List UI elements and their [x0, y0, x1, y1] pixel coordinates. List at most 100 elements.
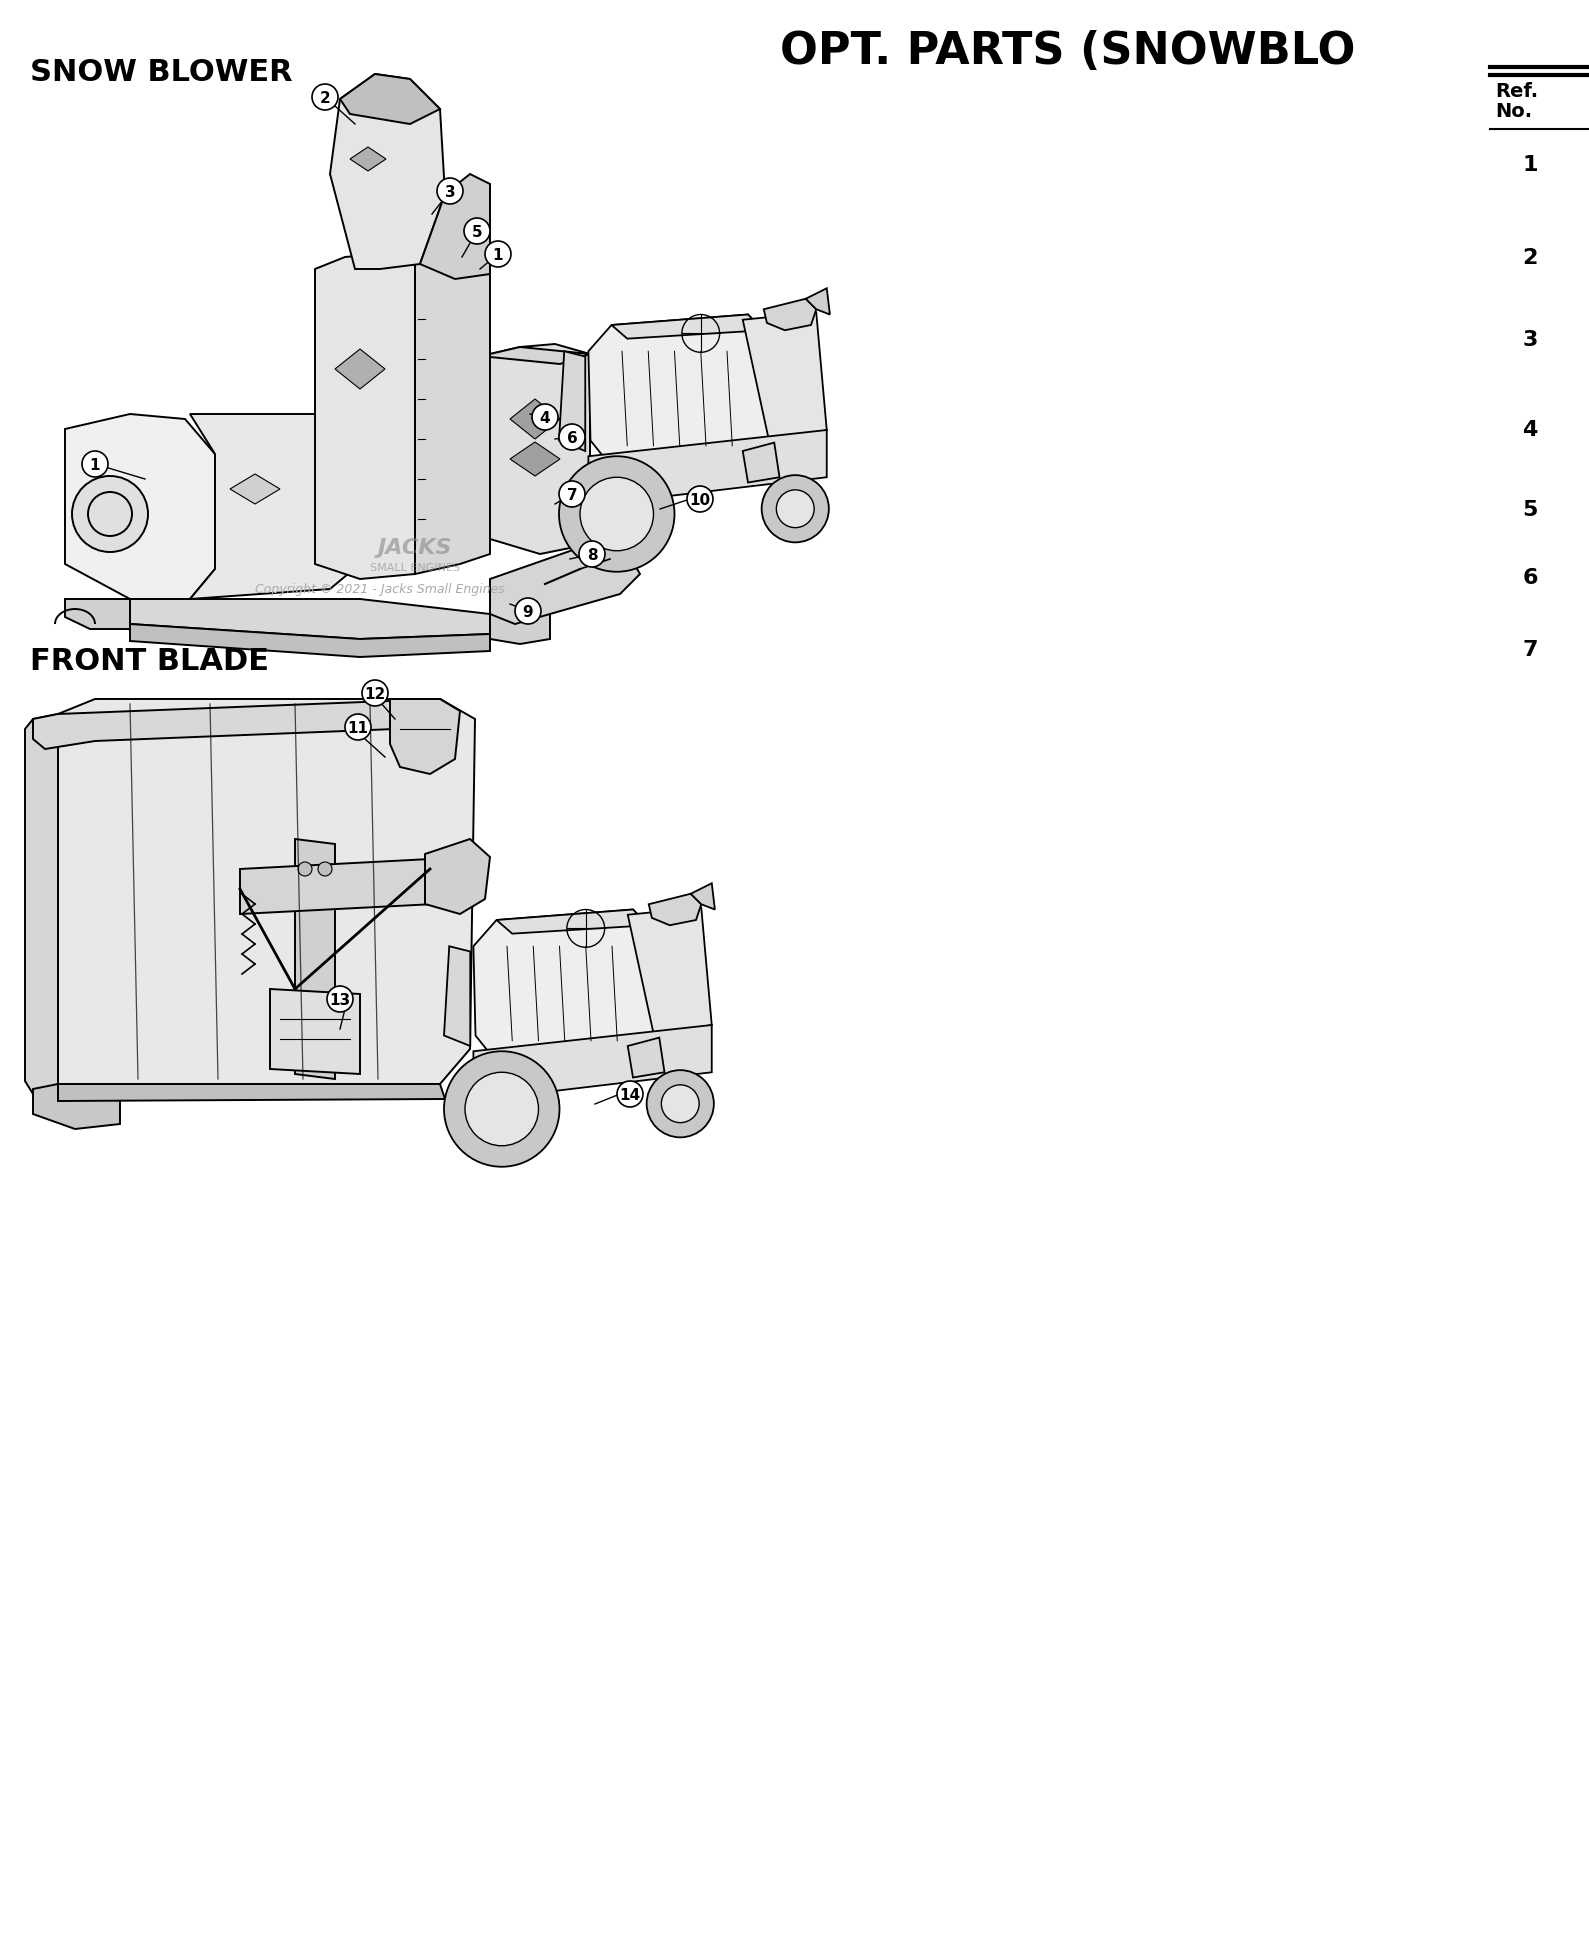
Text: 5: 5 [472, 225, 483, 241]
Circle shape [532, 405, 558, 431]
Circle shape [580, 478, 653, 552]
Text: SNOW BLOWER: SNOW BLOWER [30, 59, 292, 86]
Text: 7: 7 [1522, 640, 1538, 660]
Text: 6: 6 [567, 431, 577, 446]
Polygon shape [474, 1025, 712, 1102]
Circle shape [617, 1082, 644, 1108]
Text: FRONT BLADE: FRONT BLADE [30, 646, 269, 675]
Circle shape [777, 491, 814, 528]
Polygon shape [240, 859, 435, 914]
Circle shape [559, 458, 674, 573]
Polygon shape [350, 149, 386, 172]
Polygon shape [270, 990, 361, 1074]
Polygon shape [510, 399, 559, 440]
Circle shape [761, 476, 829, 544]
Polygon shape [191, 415, 361, 599]
Polygon shape [628, 1037, 664, 1078]
Polygon shape [559, 352, 585, 452]
Circle shape [647, 1070, 713, 1137]
Circle shape [485, 243, 512, 268]
Circle shape [437, 178, 462, 205]
Circle shape [443, 1051, 559, 1166]
Circle shape [83, 452, 108, 478]
Polygon shape [296, 840, 335, 1080]
Polygon shape [33, 1084, 121, 1129]
Polygon shape [415, 258, 489, 575]
Polygon shape [59, 1084, 445, 1102]
Text: 3: 3 [445, 184, 456, 200]
Polygon shape [65, 599, 130, 630]
Polygon shape [489, 614, 550, 644]
Circle shape [311, 84, 338, 112]
Text: 2: 2 [1522, 249, 1538, 268]
Polygon shape [315, 254, 415, 579]
Circle shape [327, 986, 353, 1012]
Polygon shape [489, 544, 640, 624]
Polygon shape [496, 910, 648, 933]
Circle shape [578, 542, 605, 568]
Circle shape [686, 487, 713, 513]
Polygon shape [340, 74, 440, 125]
Polygon shape [474, 910, 659, 1063]
Polygon shape [424, 840, 489, 914]
Circle shape [464, 219, 489, 245]
Polygon shape [764, 299, 817, 331]
Polygon shape [443, 947, 470, 1047]
Circle shape [299, 863, 311, 877]
Circle shape [559, 481, 585, 507]
Polygon shape [419, 174, 489, 280]
Circle shape [72, 478, 148, 552]
Polygon shape [588, 431, 826, 507]
Text: 1: 1 [493, 249, 504, 262]
Text: Copyright © 2021 - Jacks Small Engines: Copyright © 2021 - Jacks Small Engines [256, 583, 505, 597]
Text: 13: 13 [329, 992, 351, 1008]
Polygon shape [588, 315, 774, 468]
Polygon shape [331, 74, 445, 270]
Text: JACKS: JACKS [378, 538, 453, 558]
Polygon shape [25, 714, 59, 1094]
Polygon shape [130, 624, 489, 658]
Text: 2: 2 [319, 90, 331, 106]
Text: 12: 12 [364, 687, 386, 703]
Polygon shape [489, 344, 590, 554]
Text: 11: 11 [348, 720, 369, 736]
Text: OPT. PARTS (SNOWBLO: OPT. PARTS (SNOWBLO [780, 29, 1355, 72]
Circle shape [318, 863, 332, 877]
Text: 9: 9 [523, 605, 534, 620]
Text: 6: 6 [1522, 568, 1538, 587]
Text: 4: 4 [540, 411, 550, 427]
Text: 3: 3 [1522, 331, 1538, 350]
Text: 10: 10 [690, 493, 710, 507]
Text: 1: 1 [1522, 155, 1538, 174]
Text: 14: 14 [620, 1088, 640, 1102]
Polygon shape [389, 701, 459, 775]
Text: 1: 1 [89, 458, 100, 474]
Circle shape [345, 714, 370, 740]
Polygon shape [489, 348, 590, 364]
Circle shape [466, 1072, 539, 1147]
Text: 8: 8 [586, 548, 597, 564]
Polygon shape [742, 313, 826, 440]
Polygon shape [510, 442, 559, 478]
Polygon shape [33, 701, 459, 750]
Polygon shape [628, 908, 712, 1035]
Text: SMALL ENGINES: SMALL ENGINES [370, 564, 461, 573]
Polygon shape [65, 415, 215, 599]
Polygon shape [612, 315, 764, 339]
Circle shape [661, 1086, 699, 1123]
Polygon shape [230, 476, 280, 505]
Polygon shape [335, 350, 385, 389]
Circle shape [362, 681, 388, 706]
Circle shape [559, 425, 585, 450]
Text: 7: 7 [567, 487, 577, 503]
Text: 5: 5 [1522, 499, 1538, 521]
Polygon shape [648, 894, 701, 926]
Polygon shape [806, 290, 829, 315]
Polygon shape [59, 701, 475, 1100]
Circle shape [515, 599, 540, 624]
Text: No.: No. [1495, 102, 1532, 121]
Polygon shape [742, 444, 780, 483]
Polygon shape [130, 599, 489, 640]
Polygon shape [691, 885, 715, 910]
Text: Ref.: Ref. [1495, 82, 1538, 102]
